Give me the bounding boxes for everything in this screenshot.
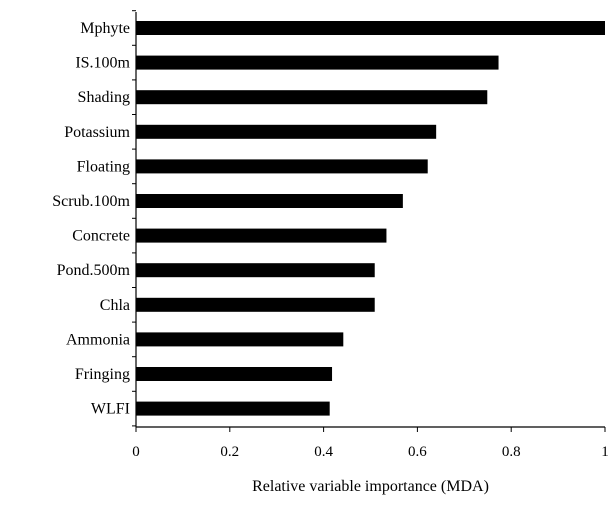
- bar-pond-500m: [136, 263, 375, 278]
- x-tick-label: 1: [601, 444, 608, 460]
- x-tick-label: 0.4: [314, 444, 333, 460]
- category-label: Pond.500m: [57, 262, 131, 279]
- bar-scrub-100m: [136, 194, 403, 208]
- x-ticks: 0 0.2 0.4 0.6 0.8 1: [132, 427, 608, 460]
- category-label: Potassium: [64, 124, 130, 141]
- category-label: IS.100m: [75, 55, 130, 72]
- bar-ammonia: [136, 332, 344, 347]
- category-label: Ammonia: [66, 331, 130, 348]
- bar-is-100m: [136, 55, 499, 70]
- category-label: Scrub.100m: [52, 193, 130, 210]
- bar-wlfi: [136, 401, 330, 416]
- bar-concrete: [136, 228, 387, 243]
- x-tick-label: 0.2: [220, 444, 239, 460]
- bars-group: [136, 21, 605, 416]
- category-label: WLFI: [91, 401, 130, 418]
- category-label: Mphyte: [80, 20, 130, 37]
- category-labels: Mphyte IS.100m Shading Potassium Floating Scr…: [52, 10, 136, 427]
- bar-shading: [136, 90, 488, 105]
- category-label: Shading: [78, 89, 130, 106]
- x-axis-title: Relative variable importance (MDA): [252, 478, 489, 495]
- category-label: Fringing: [75, 366, 130, 383]
- bar-mphyte: [136, 21, 605, 35]
- category-label: Floating: [77, 158, 130, 175]
- bar-fringing: [136, 367, 333, 381]
- bar-chla: [136, 297, 375, 312]
- bar-floating: [136, 159, 428, 174]
- x-tick-label: 0: [132, 444, 140, 460]
- x-tick-label: 0.8: [502, 444, 521, 460]
- category-label: Concrete: [72, 228, 130, 245]
- bar-potassium: [136, 124, 437, 139]
- x-tick-label: 0.6: [408, 444, 427, 460]
- category-label: Chla: [100, 297, 130, 314]
